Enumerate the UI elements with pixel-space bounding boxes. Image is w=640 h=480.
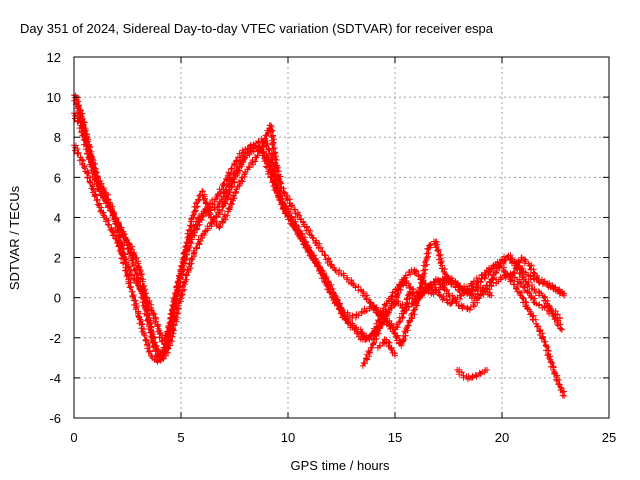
- x-tick-label: 5: [177, 430, 184, 445]
- y-tick-label: 0: [54, 291, 61, 306]
- y-tick-label: -4: [49, 371, 61, 386]
- chart-title: Day 351 of 2024, Sidereal Day-to-day VTE…: [20, 21, 494, 36]
- data-markers: [454, 366, 490, 383]
- data-markers: [374, 336, 398, 359]
- y-tick-label: 12: [47, 50, 61, 65]
- x-tick-label: 10: [281, 430, 295, 445]
- data-markers: [73, 94, 495, 359]
- series-trace-6: [374, 336, 398, 359]
- y-tick-label: 2: [54, 251, 61, 266]
- plot-frame: [73, 56, 610, 419]
- x-tick-label: 25: [602, 430, 616, 445]
- grid-layer: [74, 57, 609, 418]
- data-markers: [71, 110, 568, 363]
- data-markers: [509, 254, 568, 297]
- series-trace-5: [359, 254, 563, 369]
- y-tick-label: -6: [49, 411, 61, 426]
- y-axis-label: SDTVAR / TECUs: [7, 185, 22, 290]
- series-trace-1: [71, 110, 568, 363]
- x-tick-label: 15: [388, 430, 402, 445]
- y-tick-label: 8: [54, 130, 61, 145]
- tick-layer: 0 5 10 15 20 25 -6 -4 -2 0 2 4 6 8 10 12: [47, 50, 617, 445]
- series-trace-4: [73, 94, 495, 359]
- x-axis-label: GPS time / hours: [291, 458, 390, 473]
- series-trace-7: [454, 366, 490, 383]
- series-trace-8: [509, 254, 568, 297]
- x-tick-label: 0: [70, 430, 77, 445]
- data-layer: [71, 92, 568, 399]
- data-markers: [359, 254, 563, 369]
- y-tick-label: 10: [47, 90, 61, 105]
- y-tick-label: 4: [54, 210, 61, 225]
- x-tick-label: 20: [495, 430, 509, 445]
- y-tick-label: -2: [49, 331, 61, 346]
- y-tick-label: 6: [54, 170, 61, 185]
